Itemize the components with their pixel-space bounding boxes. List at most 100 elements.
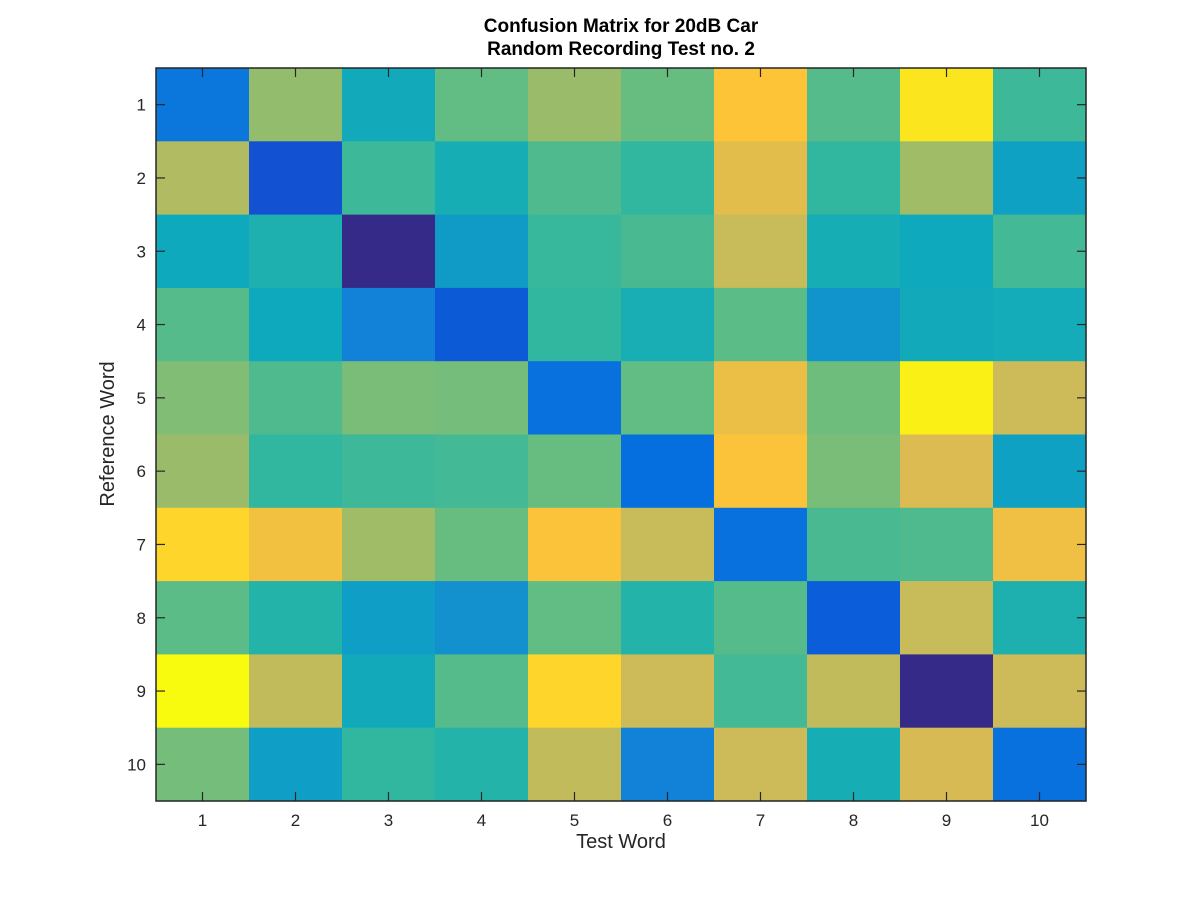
heatmap-cell — [435, 214, 529, 289]
x-tick-label: 8 — [849, 811, 858, 830]
heatmap-cell — [342, 214, 436, 289]
heatmap-cell — [807, 68, 901, 142]
heatmap-cell — [528, 68, 622, 142]
heatmap-cell — [528, 141, 622, 216]
heatmap-cell — [621, 361, 715, 436]
heatmap-cell — [621, 287, 715, 362]
y-tick-label: 8 — [137, 609, 146, 628]
y-tick-label: 6 — [137, 462, 146, 481]
heatmap-cell — [807, 507, 901, 582]
heatmap-cell — [993, 507, 1087, 582]
heatmap-cell — [528, 507, 622, 582]
heatmap-cell — [342, 434, 436, 509]
heatmap-cell — [993, 141, 1087, 216]
heatmap-cell — [900, 507, 994, 582]
heatmap-cell — [342, 507, 436, 582]
heatmap-cell — [621, 581, 715, 655]
plot-frame — [155, 67, 1087, 802]
heatmap-cell — [807, 654, 901, 729]
heatmap-cell — [714, 727, 808, 802]
x-tick-label: 2 — [291, 811, 300, 830]
heatmap-cell — [342, 141, 436, 216]
heatmap-cell — [435, 727, 529, 802]
heatmap-cell — [156, 287, 250, 362]
heatmap-cell — [900, 141, 994, 216]
heatmap-cell — [621, 214, 715, 289]
heatmap-cell — [435, 581, 529, 655]
heatmap-cell — [156, 214, 250, 289]
heatmap-cell — [993, 581, 1087, 655]
heatmap-cell — [435, 434, 529, 509]
heatmap-cell — [342, 727, 436, 802]
heatmap-cell — [249, 581, 343, 655]
heatmap-cell — [249, 654, 343, 729]
heatmap-cell — [993, 361, 1087, 436]
heatmap-cell — [528, 361, 622, 436]
heatmap-cell — [807, 214, 901, 289]
x-tick-label: 9 — [942, 811, 951, 830]
heatmap-cell — [249, 727, 343, 802]
heatmap-cell — [900, 581, 994, 655]
y-tick-label: 10 — [127, 755, 146, 774]
heatmap-cell — [249, 507, 343, 582]
heatmap-cell — [807, 287, 901, 362]
heatmap-cell — [249, 68, 343, 142]
heatmap-cell — [900, 727, 994, 802]
heatmap-cell — [621, 507, 715, 582]
heatmap-cell — [156, 141, 250, 216]
heatmap-cell — [714, 287, 808, 362]
heatmap-cell — [156, 68, 250, 142]
heatmap-cells — [156, 68, 1087, 802]
heatmap-cell — [714, 214, 808, 289]
heatmap-cell — [993, 434, 1087, 509]
chart-title-line-2: Random Recording Test no. 2 — [487, 39, 755, 60]
heatmap-cell — [621, 68, 715, 142]
y-axis-label: Reference Word — [97, 361, 119, 506]
heatmap-cell — [249, 141, 343, 216]
heatmap-cell — [249, 287, 343, 362]
y-tick-labels: 1 2 3 4 5 6 7 8 9 10 — [127, 96, 146, 775]
heatmap-cell — [528, 581, 622, 655]
heatmap-cell — [156, 507, 250, 582]
heatmap-cell — [900, 361, 994, 436]
heatmap-cell — [900, 214, 994, 289]
y-tick-label: 3 — [137, 242, 146, 261]
heatmap-cell — [714, 507, 808, 582]
heatmap-cell — [714, 581, 808, 655]
heatmap-cell — [993, 214, 1087, 289]
heatmap-cell — [249, 361, 343, 436]
heatmap-cell — [714, 68, 808, 142]
heatmap-cell — [621, 434, 715, 509]
heatmap-cell — [900, 68, 994, 142]
heatmap-cell — [528, 434, 622, 509]
heatmap-cell — [807, 581, 901, 655]
heatmap-cell — [249, 214, 343, 289]
x-tick-label: 7 — [756, 811, 765, 830]
heatmap-cell — [435, 654, 529, 729]
heatmap-cell — [714, 141, 808, 216]
heatmap-cell — [156, 581, 250, 655]
heatmap-cell — [993, 287, 1087, 362]
heatmap-cell — [435, 361, 529, 436]
y-tick-label: 7 — [137, 535, 146, 554]
heatmap-cell — [342, 361, 436, 436]
heatmap-cell — [993, 727, 1087, 802]
heatmap-cell — [807, 141, 901, 216]
heatmap-cell — [993, 654, 1087, 729]
y-tick-label: 2 — [137, 169, 146, 188]
heatmap-cell — [900, 654, 994, 729]
x-tick-label: 3 — [384, 811, 393, 830]
heatmap-cell — [528, 287, 622, 362]
heatmap-cell — [435, 68, 529, 142]
heatmap-cell — [900, 287, 994, 362]
heatmap-cell — [156, 727, 250, 802]
x-axis-label: Test Word — [576, 831, 666, 853]
x-tick-labels: 1 2 3 4 5 6 7 8 9 10 — [198, 811, 1049, 830]
heatmap-cell — [807, 434, 901, 509]
chart-title-line-1: Confusion Matrix for 20dB Car — [484, 16, 759, 37]
heatmap-cell — [714, 361, 808, 436]
heatmap-cell — [342, 287, 436, 362]
heatmap-cell — [342, 654, 436, 729]
y-tick-label: 5 — [137, 389, 146, 408]
heatmap-cell — [621, 141, 715, 216]
